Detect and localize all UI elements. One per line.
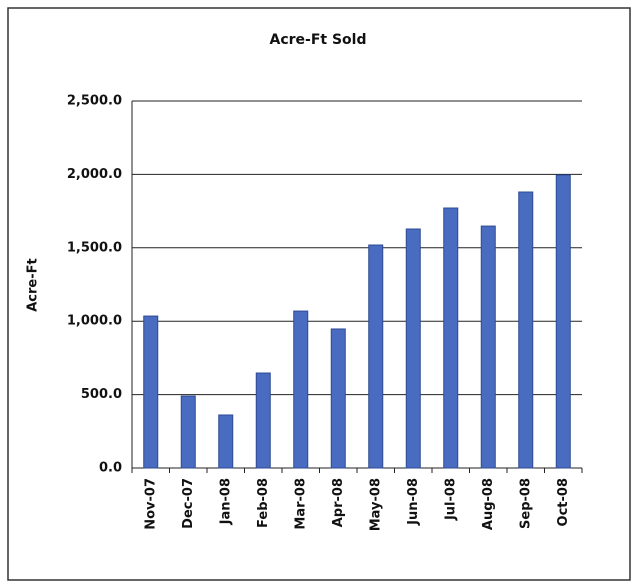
- bar: [555, 174, 571, 469]
- y-tick-label: 2,000.0: [67, 167, 122, 182]
- y-axis-label: Acre-Ft: [26, 258, 41, 312]
- y-tick-label: 2,500.0: [67, 94, 122, 109]
- x-tick-label: Apr-08: [331, 478, 346, 527]
- x-tick-label: Dec-07: [181, 478, 196, 529]
- y-tick-label: 1,000.0: [67, 314, 122, 329]
- bar: [405, 228, 421, 469]
- x-tick-label: Mar-08: [293, 478, 308, 530]
- x-tick-label: Jun-08: [406, 478, 421, 526]
- x-tick-label: Jan-08: [218, 478, 233, 525]
- y-tick-label: 500.0: [81, 387, 122, 402]
- x-tick-label: Aug-08: [481, 478, 496, 530]
- x-tick-label: Nov-07: [143, 478, 158, 530]
- bar: [293, 310, 309, 469]
- x-tick-label: Jul-08: [443, 478, 458, 521]
- bar: [255, 372, 271, 469]
- chart-title: Acre-Ft Sold: [270, 32, 367, 48]
- bar: [180, 395, 196, 469]
- x-tick-label: Sep-08: [518, 478, 533, 529]
- bar: [480, 225, 496, 469]
- bar: [368, 244, 384, 469]
- bar: [330, 328, 346, 469]
- x-tick-label: Oct-08: [556, 478, 571, 526]
- x-tick-label: Feb-08: [256, 478, 271, 528]
- bar: [218, 414, 234, 469]
- bar: [443, 207, 459, 469]
- bar: [143, 315, 159, 469]
- bar: [518, 191, 534, 469]
- x-tick-label: May-08: [368, 478, 383, 531]
- y-tick-label: 1,500.0: [67, 240, 122, 255]
- y-tick-label: 0.0: [99, 461, 122, 476]
